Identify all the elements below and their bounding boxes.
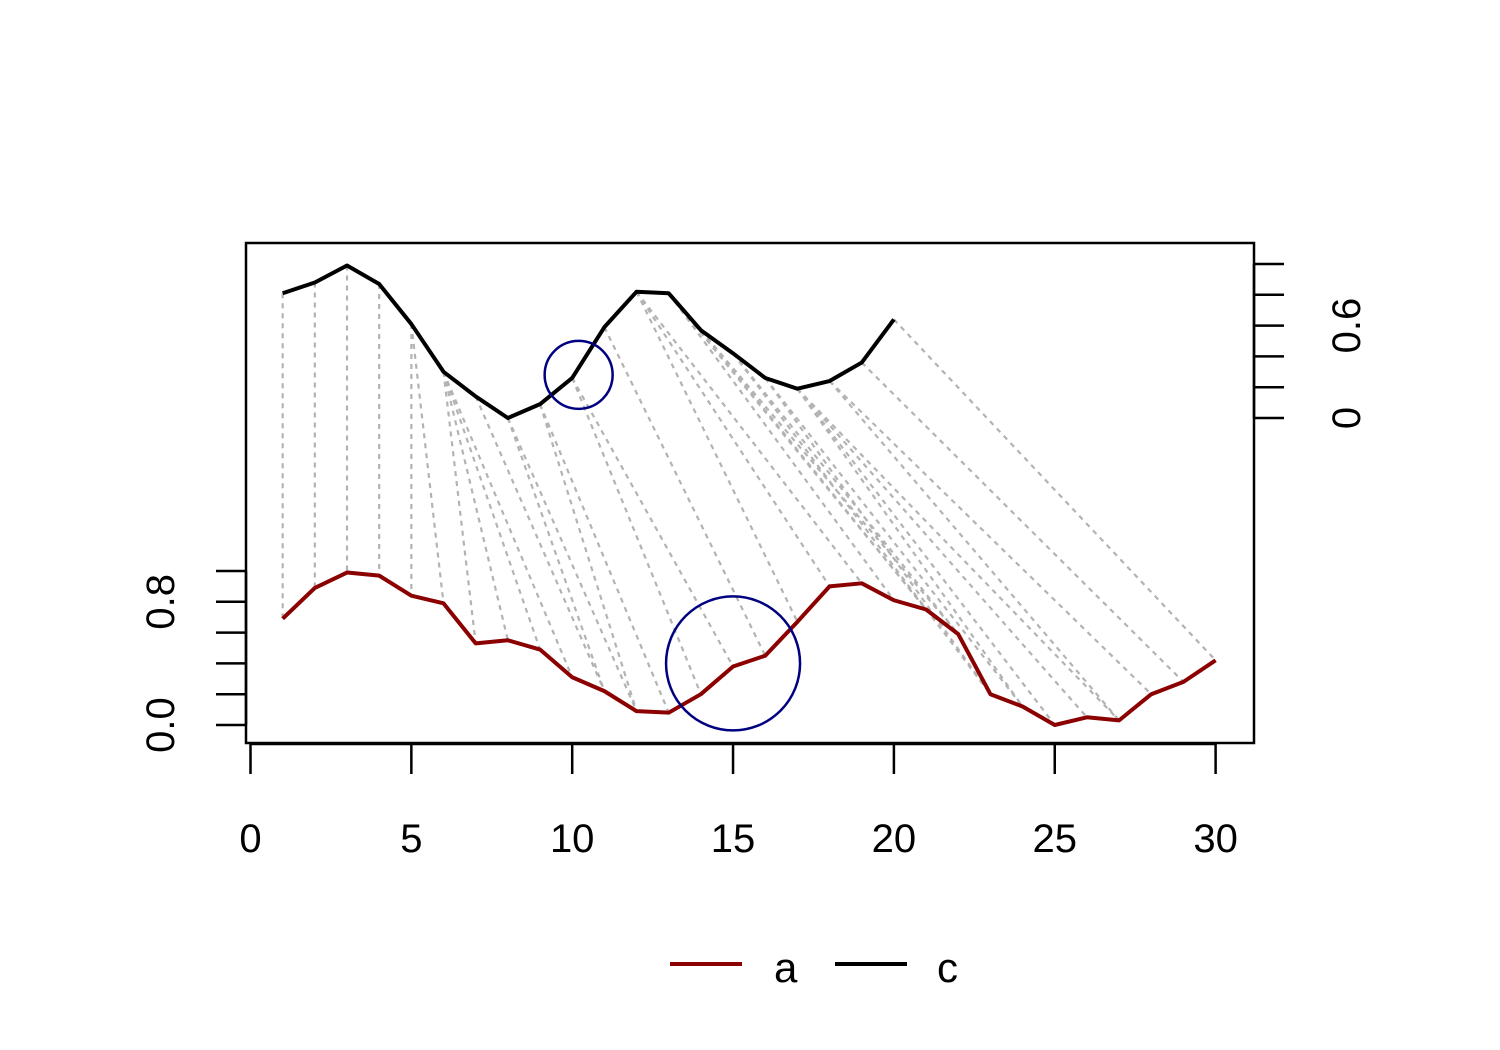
alignment-line-18 (603, 326, 767, 657)
plot-frame (244, 241, 1256, 745)
alignment-line-25 (700, 329, 960, 635)
alignment-line-13 (506, 417, 638, 712)
highlight-circle-c (543, 339, 614, 411)
alignment-line-21 (635, 291, 863, 584)
alignment-line-14 (538, 403, 638, 712)
x-axis: 0 5 10 15 20 25 30 (239, 742, 1238, 861)
alignment-line-37 (893, 318, 1217, 662)
alignment-line-16 (571, 377, 702, 695)
x-tick-label: 0 (239, 817, 261, 861)
x-tick-label: 25 (1033, 817, 1078, 861)
alignment-line-28 (764, 377, 992, 695)
alignment-line-35 (828, 380, 1153, 695)
alignment-line-8 (442, 371, 509, 641)
alignment-line-24 (700, 329, 927, 611)
legend-label-c: c (937, 944, 958, 991)
alignment-lines (281, 265, 1217, 726)
legend: a c (670, 944, 958, 991)
x-tick-label: 30 (1193, 817, 1238, 861)
alignment-line-27 (732, 352, 992, 695)
alignment-line-19 (635, 291, 799, 623)
alignment-line-11 (474, 395, 606, 692)
alignment-line-32 (796, 388, 1088, 719)
alignment-line-31 (796, 388, 1056, 726)
y-left-tick-label: 0.8 (139, 574, 183, 630)
alignment-line-33 (796, 387, 1120, 722)
alignment-line-17 (571, 377, 735, 668)
y-right-tick-label: 0.6 (1325, 298, 1369, 354)
alignment-line-6 (410, 323, 445, 604)
alignment-line-36 (860, 361, 1185, 683)
y-axis-left: 0.0 0.8 (139, 569, 248, 753)
series-line-c (282, 263, 896, 420)
highlight-circle-a (664, 595, 802, 732)
x-tick-label: 10 (550, 817, 595, 861)
highlight-circles (543, 339, 802, 732)
x-tick-label: 5 (400, 817, 422, 861)
y-left-tick-label: 0.0 (139, 697, 183, 753)
alignment-line-34 (828, 380, 1120, 722)
series-line-a (281, 570, 1217, 727)
series-lines (281, 263, 1217, 727)
x-tick-label: 20 (872, 817, 917, 861)
alignment-line-22 (667, 292, 895, 601)
alignment-line-30 (796, 388, 1024, 708)
x-tick-label: 15 (711, 817, 756, 861)
y-axis-right: 00.6 (1252, 262, 1369, 429)
alignment-line-20 (635, 291, 831, 588)
y-right-tick-label: 0 (1325, 407, 1369, 429)
alignment-line-12 (506, 417, 606, 692)
legend-label-a: a (774, 944, 798, 991)
alignment-line-29 (764, 377, 1024, 708)
